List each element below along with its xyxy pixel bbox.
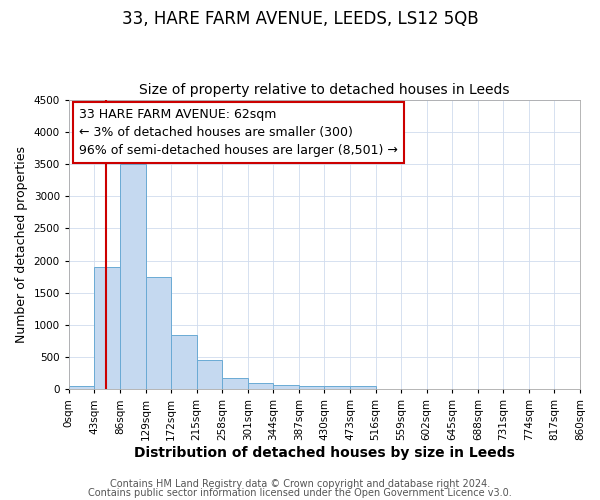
Text: 33, HARE FARM AVENUE, LEEDS, LS12 5QB: 33, HARE FARM AVENUE, LEEDS, LS12 5QB — [122, 10, 478, 28]
Bar — [222, 378, 248, 390]
Bar — [325, 386, 350, 390]
Title: Size of property relative to detached houses in Leeds: Size of property relative to detached ho… — [139, 83, 509, 97]
Bar — [146, 276, 171, 390]
Bar — [171, 334, 197, 390]
Bar — [350, 386, 376, 390]
Bar — [94, 267, 120, 390]
Text: Contains public sector information licensed under the Open Government Licence v3: Contains public sector information licen… — [88, 488, 512, 498]
Y-axis label: Number of detached properties: Number of detached properties — [15, 146, 28, 343]
Bar — [197, 360, 222, 390]
Bar — [273, 385, 299, 390]
Bar — [248, 383, 273, 390]
Bar — [299, 386, 325, 390]
X-axis label: Distribution of detached houses by size in Leeds: Distribution of detached houses by size … — [134, 446, 515, 460]
Bar — [69, 386, 94, 390]
Text: Contains HM Land Registry data © Crown copyright and database right 2024.: Contains HM Land Registry data © Crown c… — [110, 479, 490, 489]
Bar — [120, 164, 146, 390]
Text: 33 HARE FARM AVENUE: 62sqm
← 3% of detached houses are smaller (300)
96% of semi: 33 HARE FARM AVENUE: 62sqm ← 3% of detac… — [79, 108, 398, 157]
